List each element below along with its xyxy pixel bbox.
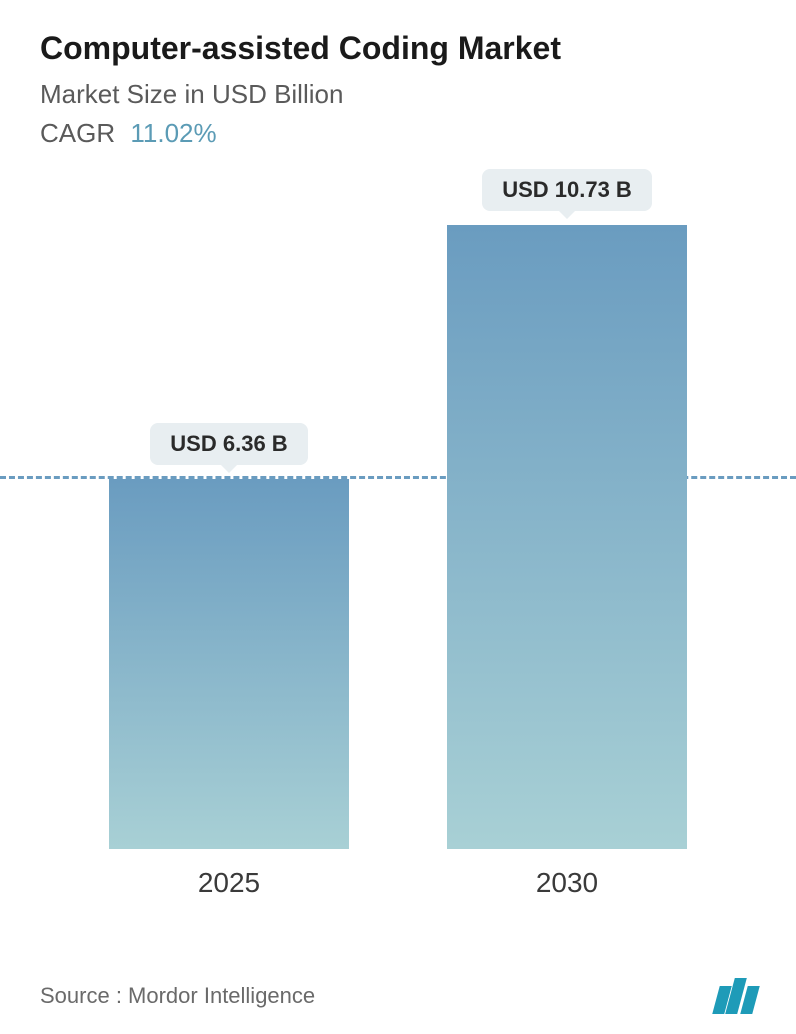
bar xyxy=(109,479,349,849)
x-axis-label: 2025 xyxy=(109,867,349,899)
bars-container: USD 6.36 B2025 USD 10.73 B2030 xyxy=(0,209,796,849)
x-axis-label: 2030 xyxy=(447,867,687,899)
chart-header: Computer-assisted Coding Market Market S… xyxy=(0,0,796,159)
chart-title: Computer-assisted Coding Market xyxy=(40,30,756,67)
cagr-value: 11.02% xyxy=(130,118,216,148)
bar-group: USD 10.73 B2030 xyxy=(447,225,687,849)
chart-subtitle: Market Size in USD Billion xyxy=(40,79,756,110)
brand-logo-icon xyxy=(716,978,756,1014)
value-badge: USD 6.36 B xyxy=(150,423,307,465)
bar-group: USD 6.36 B2025 xyxy=(109,479,349,849)
chart-footer: Source : Mordor Intelligence xyxy=(40,978,756,1014)
chart-area: USD 6.36 B2025USD 10.73 B2030 xyxy=(0,189,796,909)
cagr-label: CAGR xyxy=(40,118,115,148)
value-badge: USD 10.73 B xyxy=(482,169,652,211)
bar xyxy=(447,225,687,849)
cagr-row: CAGR 11.02% xyxy=(40,118,756,149)
source-text: Source : Mordor Intelligence xyxy=(40,983,315,1009)
